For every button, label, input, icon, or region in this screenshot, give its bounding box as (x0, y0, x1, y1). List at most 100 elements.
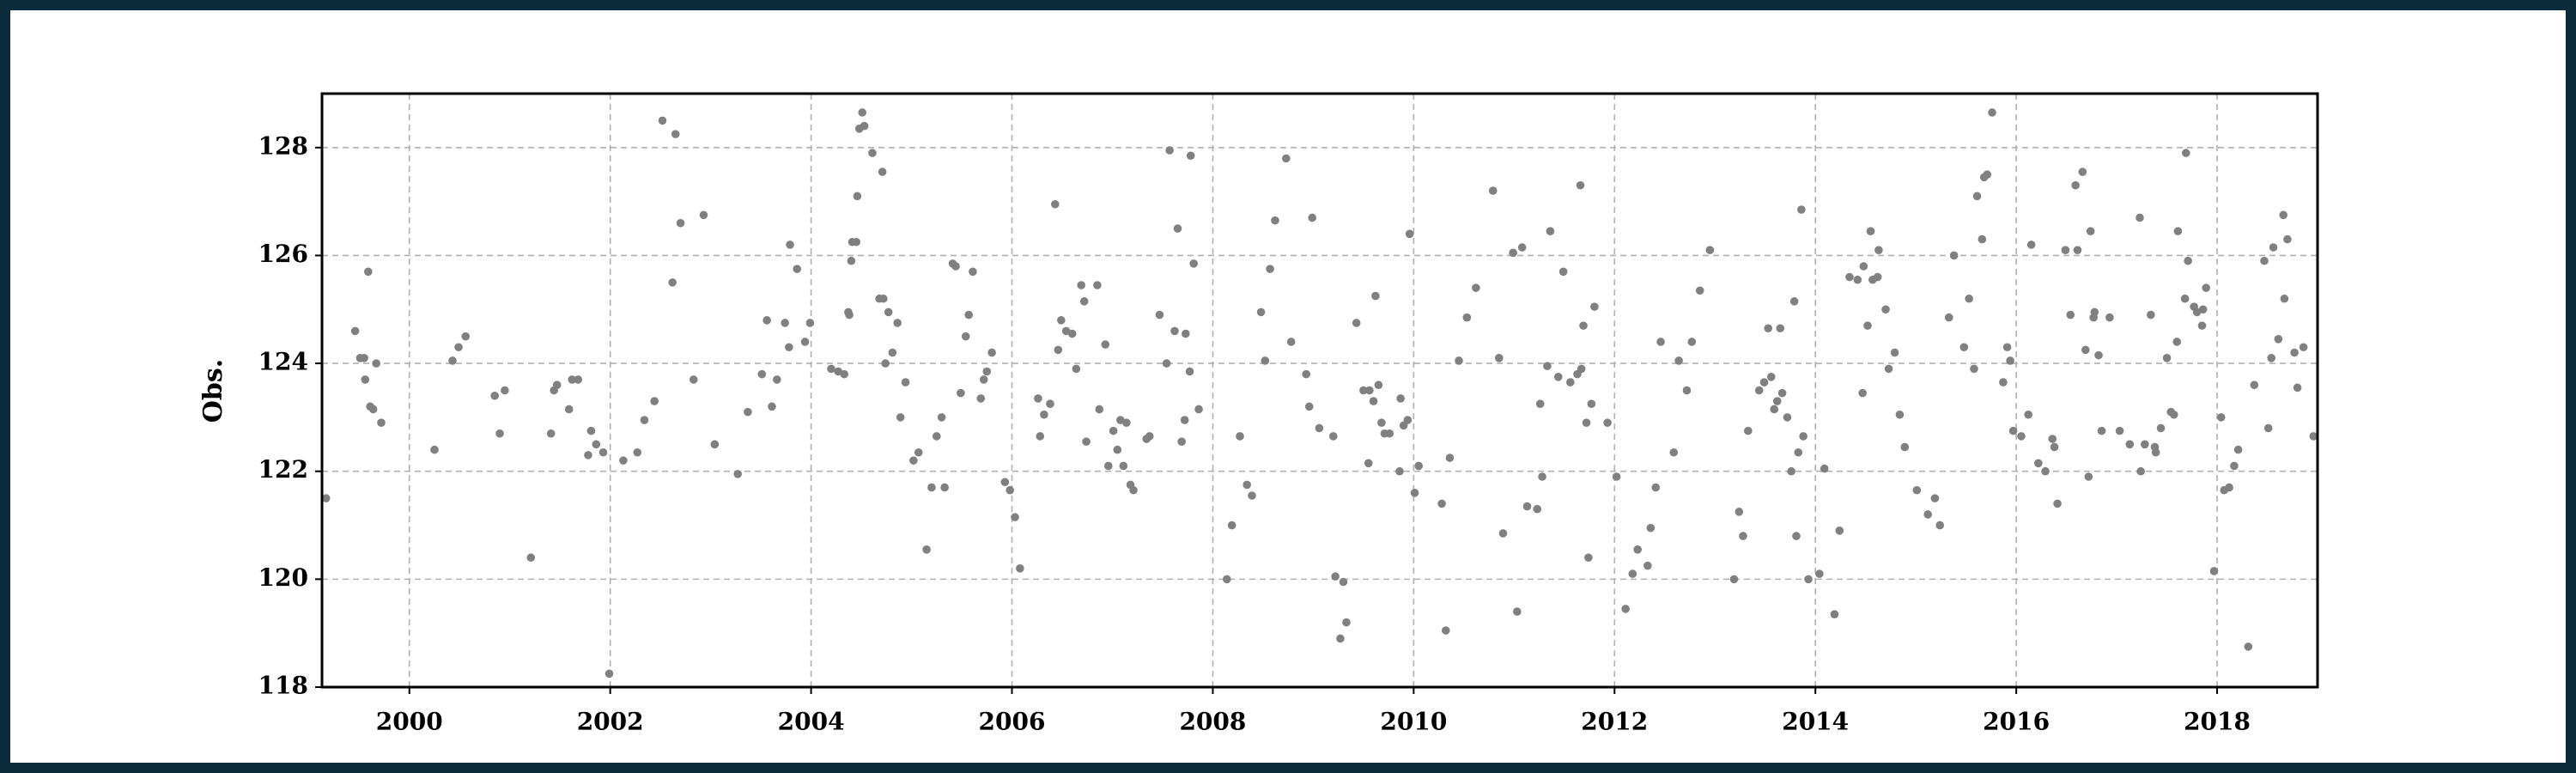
point (914, 447, 923, 457)
point (1538, 472, 1546, 481)
point (1374, 380, 1383, 390)
point (878, 167, 887, 176)
point (321, 494, 331, 502)
point (2225, 483, 2233, 492)
point (605, 669, 614, 679)
point (640, 416, 649, 424)
point (827, 364, 835, 374)
x-tick-label: 2012 (1581, 708, 1648, 736)
point (881, 359, 890, 368)
point (987, 348, 996, 357)
point (1890, 348, 1899, 357)
point (762, 316, 771, 325)
point (957, 388, 965, 398)
point (2233, 445, 2243, 454)
point (2173, 227, 2183, 235)
point (1970, 364, 1978, 374)
point (2260, 256, 2269, 265)
point (1405, 229, 1414, 239)
point (786, 240, 794, 249)
point (2293, 383, 2302, 393)
point (800, 338, 810, 346)
point (1189, 259, 1199, 268)
point (2290, 348, 2299, 357)
point (1359, 386, 1368, 395)
point (2169, 410, 2178, 419)
point (495, 429, 504, 438)
point (1792, 532, 1801, 540)
point (1396, 394, 1405, 403)
point (1582, 418, 1591, 427)
point (1815, 569, 1824, 578)
point (1959, 343, 1969, 352)
point (1603, 418, 1612, 427)
point (1082, 437, 1091, 446)
point (1764, 324, 1773, 333)
point (2125, 440, 2135, 449)
point (2180, 294, 2190, 303)
point (2061, 246, 2070, 254)
point (1236, 432, 1244, 441)
point (979, 375, 988, 384)
point (689, 375, 698, 384)
point (2053, 499, 2062, 508)
point (676, 218, 685, 228)
point (1040, 410, 1048, 419)
point (1830, 610, 1839, 618)
point (1999, 378, 2008, 386)
point (1129, 485, 1138, 495)
point (1881, 305, 1890, 314)
point (574, 375, 583, 384)
point (845, 310, 854, 320)
point (982, 367, 992, 376)
point (1754, 386, 1764, 395)
point (1162, 359, 1171, 368)
point (2050, 442, 2059, 452)
point (2097, 426, 2106, 435)
point (1766, 372, 1776, 381)
point (1182, 329, 1190, 338)
y-tick-label: 128 (258, 131, 308, 160)
point (773, 375, 781, 384)
point (584, 451, 592, 460)
point (2309, 432, 2318, 441)
point (2066, 310, 2075, 320)
point (1180, 416, 1189, 424)
point (1331, 572, 1340, 581)
point (2002, 343, 2012, 352)
point (1579, 321, 1588, 330)
point (1328, 432, 1338, 441)
point (1858, 388, 1867, 398)
point (927, 483, 936, 492)
point (1729, 575, 1739, 584)
point (1866, 227, 1875, 235)
point (896, 413, 905, 422)
point (1364, 459, 1373, 468)
point (671, 130, 680, 138)
point (2299, 343, 2308, 352)
point (969, 267, 977, 277)
point (1223, 575, 1231, 584)
point (1046, 399, 1054, 409)
point (586, 426, 596, 435)
point (2184, 256, 2192, 265)
point (650, 397, 659, 405)
point (1628, 569, 1637, 578)
point (1256, 307, 1266, 317)
point (368, 405, 378, 414)
point (852, 237, 861, 247)
point (2230, 461, 2239, 471)
point (1944, 313, 1953, 322)
point (1315, 423, 1324, 433)
point (785, 343, 793, 352)
point (1777, 388, 1787, 398)
point (1584, 553, 1593, 563)
point (350, 326, 360, 336)
point (1067, 329, 1077, 338)
point (2202, 283, 2210, 292)
point (526, 553, 536, 563)
x-tick-label: 2006 (979, 708, 1046, 736)
point (568, 375, 577, 384)
point (430, 445, 439, 454)
point (2073, 246, 2082, 254)
